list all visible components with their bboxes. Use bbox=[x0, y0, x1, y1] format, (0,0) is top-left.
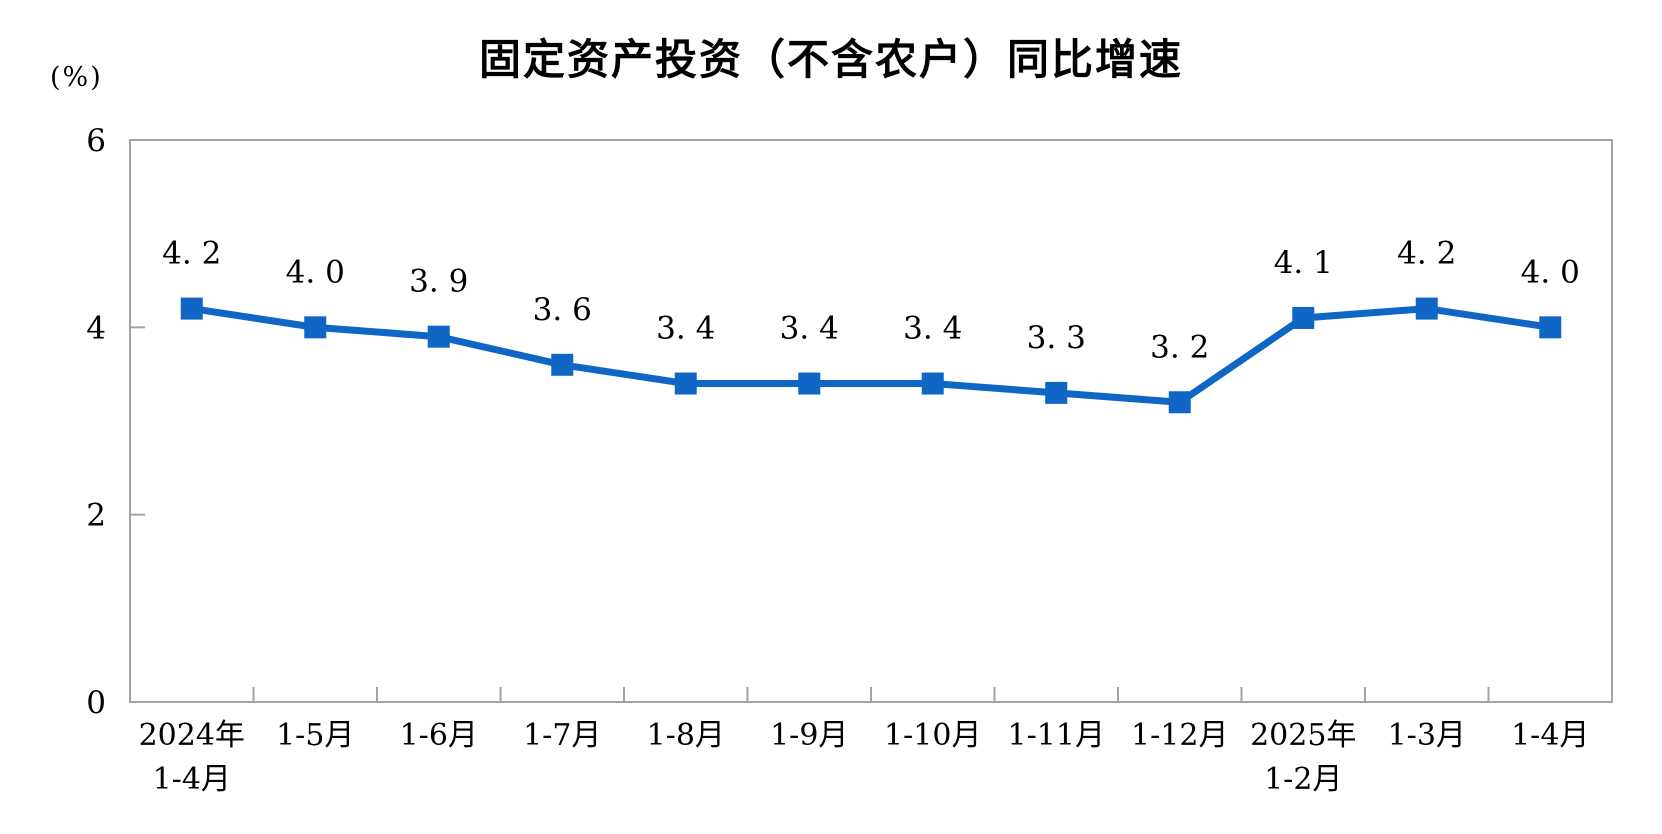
data-point-label: 3. 2 bbox=[1150, 329, 1209, 365]
x-tick-label: 1-7月 bbox=[523, 718, 601, 753]
data-line bbox=[191, 305, 1551, 406]
x-tick-label: 2024年 bbox=[139, 718, 245, 753]
data-point-label: 3. 4 bbox=[780, 311, 839, 347]
x-tick-label: 1-3月 bbox=[1388, 718, 1466, 753]
data-point-label: 3. 9 bbox=[409, 264, 468, 300]
data-point-label: 3. 4 bbox=[656, 311, 715, 347]
data-point-label: 3. 6 bbox=[533, 292, 592, 328]
y-axis-unit-label: (%) bbox=[50, 62, 103, 93]
x-tick-label: 2025年 bbox=[1250, 718, 1356, 753]
data-point-label: 4. 2 bbox=[162, 236, 221, 272]
data-point-label: 4. 0 bbox=[1521, 254, 1580, 290]
y-tick-label: 4 bbox=[86, 310, 106, 346]
x-tick-label: 1-5月 bbox=[276, 718, 354, 753]
data-point bbox=[180, 297, 203, 320]
chart-title: 固定资产投资（不含农户）同比增速 bbox=[478, 35, 1183, 84]
data-point bbox=[1539, 316, 1562, 339]
data-point bbox=[1415, 297, 1438, 320]
data-point bbox=[1292, 306, 1315, 329]
y-tick-label: 0 bbox=[86, 685, 106, 721]
x-tick-label: 1-6月 bbox=[400, 718, 478, 753]
data-point bbox=[551, 353, 574, 376]
y-tick-label: 6 bbox=[86, 123, 106, 159]
x-tick-label: 1-4月 bbox=[153, 762, 231, 797]
data-point bbox=[674, 372, 697, 395]
data-point bbox=[304, 316, 327, 339]
data-point-label: 4. 2 bbox=[1397, 236, 1456, 272]
x-tick-label: 1-4月 bbox=[1511, 718, 1589, 753]
x-tick-label: 1-12月 bbox=[1131, 718, 1228, 753]
data-point-label: 4. 1 bbox=[1274, 245, 1333, 281]
x-tick-label: 1-10月 bbox=[884, 718, 981, 753]
data-point-label: 3. 4 bbox=[903, 311, 962, 347]
x-tick-label: 1-8月 bbox=[647, 718, 725, 753]
x-tick-label: 1-11月 bbox=[1008, 718, 1105, 753]
data-point bbox=[1045, 381, 1068, 404]
y-tick-label: 2 bbox=[86, 498, 106, 534]
plot-border bbox=[129, 139, 1613, 703]
data-point bbox=[1168, 391, 1191, 414]
data-point-label: 3. 3 bbox=[1027, 320, 1086, 356]
x-tick-label: 1-9月 bbox=[770, 718, 848, 753]
data-point bbox=[921, 372, 944, 395]
data-point bbox=[798, 372, 821, 395]
x-tick-label: 1-2月 bbox=[1264, 762, 1342, 797]
data-point-label: 4. 0 bbox=[286, 254, 345, 290]
data-point bbox=[427, 325, 450, 348]
